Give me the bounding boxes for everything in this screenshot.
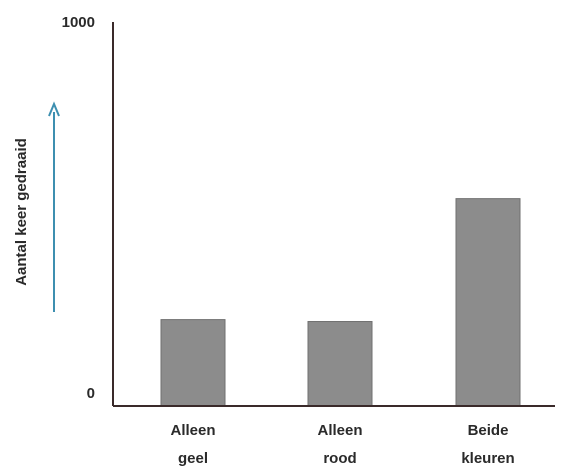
bar-2 [307,321,373,407]
bar-1 [160,319,226,407]
category-label-3: Beide kleuren [461,422,514,467]
y-tick-label-max: 1000 [62,14,95,31]
bars-layer [160,198,521,407]
category-label-1: Alleen geel [170,422,215,467]
y-axis-arrow [48,101,60,312]
category-labels: Alleen geel Alleen rood Beide kleuren [170,422,514,467]
category-label-2: Alleen rood [317,422,362,467]
y-axis-label-group: Aantal keer gedraaid [13,138,30,286]
y-tick-label-min: 0 [87,385,95,402]
arrow-head [48,101,60,117]
y-axis-label: Aantal keer gedraaid [13,138,30,286]
bar-3 [455,198,521,407]
